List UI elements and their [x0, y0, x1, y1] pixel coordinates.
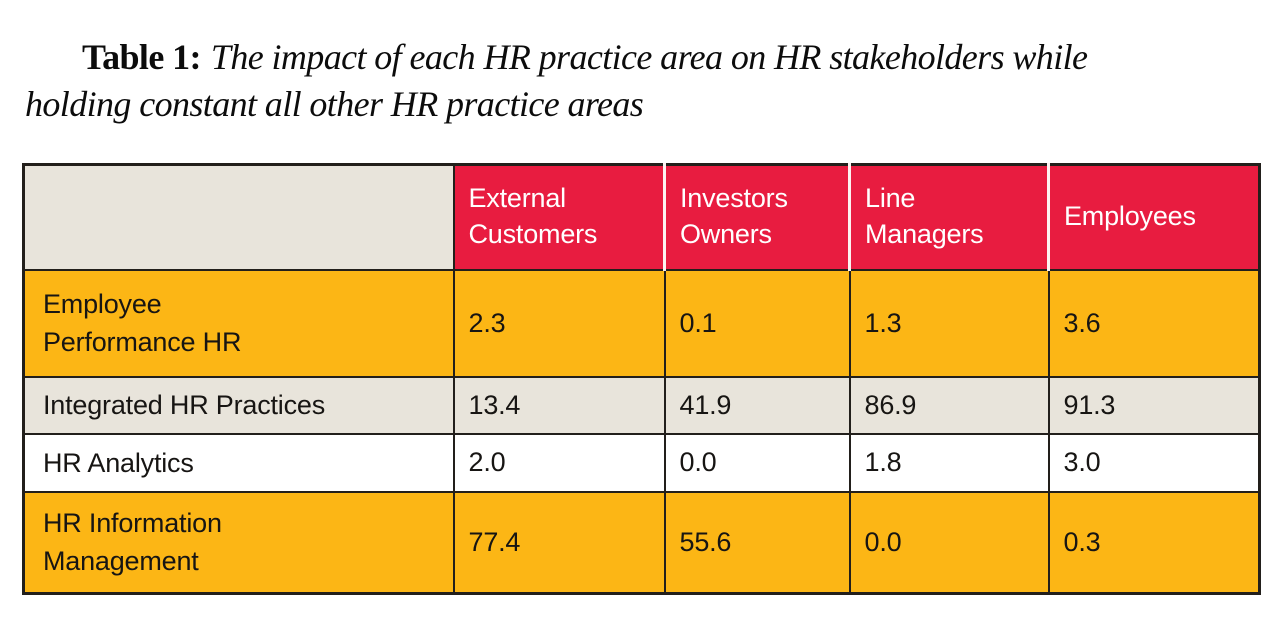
row-label-employee-performance-hr: Employee Performance HR [22, 268, 455, 378]
cell-value: 77.4 [452, 490, 666, 595]
cell-value: 3.6 [1047, 268, 1261, 378]
impact-table: External Customers Investors Owners Line… [22, 163, 1261, 595]
row-label-integrated-hr-practices: Integrated HR Practices [22, 375, 455, 435]
caption-table-number: Table 1: [82, 37, 202, 77]
cell-value: 1.8 [848, 432, 1050, 493]
row-label-line: Management [43, 546, 199, 577]
col-header-employees: Employees [1047, 163, 1261, 271]
table-row-hr-information-management: HR Information Management 77.4 55.6 0.0 0… [22, 490, 1261, 595]
cell-value: 13.4 [452, 375, 666, 435]
col-header-investors-owners: Investors Owners [663, 163, 851, 271]
table-row-integrated-hr-practices: Integrated HR Practices 13.4 41.9 86.9 9… [22, 375, 1261, 435]
row-label-hr-information-management: HR Information Management [22, 490, 455, 595]
table-row-hr-analytics: HR Analytics 2.0 0.0 1.8 3.0 [22, 432, 1261, 493]
corner-cell [22, 163, 455, 271]
cell-value: 41.9 [663, 375, 851, 435]
cell-value: 2.0 [452, 432, 666, 493]
cell-value: 91.3 [1047, 375, 1261, 435]
cell-value: 86.9 [848, 375, 1050, 435]
caption-line1: The impact of each HR practice area on H… [210, 37, 1088, 77]
row-label-line: Employee [43, 289, 162, 319]
table-row-employee-performance-hr: Employee Performance HR 2.3 0.1 1.3 3.6 [22, 268, 1261, 378]
col-header-external-customers: External Customers [452, 163, 666, 271]
cell-value: 3.0 [1047, 432, 1261, 493]
col-header-line-managers: Line Managers [848, 163, 1050, 271]
cell-value: 1.3 [848, 268, 1050, 378]
row-label-line: Integrated HR Practices [43, 390, 326, 420]
row-label-line: HR Analytics [43, 447, 194, 478]
cell-value: 0.3 [1047, 490, 1261, 595]
cell-value: 55.6 [663, 490, 851, 595]
row-label-line: Performance HR [43, 327, 242, 357]
cell-value: 0.0 [663, 432, 851, 493]
table-caption: Table 1: The impact of each HR practice a… [25, 34, 1275, 128]
row-label-hr-analytics: HR Analytics [22, 432, 455, 493]
cell-value: 0.1 [663, 268, 851, 378]
row-label-line: HR Information [43, 508, 222, 539]
cell-value: 0.0 [848, 490, 1050, 595]
caption-line2: holding constant all other HR practice a… [25, 84, 644, 124]
header-row: External Customers Investors Owners Line… [22, 163, 1261, 271]
cell-value: 2.3 [452, 268, 666, 378]
